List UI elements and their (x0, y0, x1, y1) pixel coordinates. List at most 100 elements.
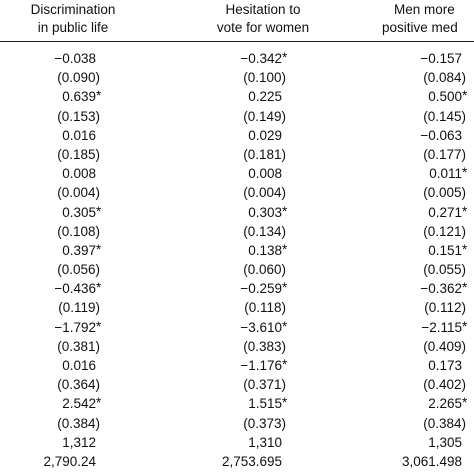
table-cell: 0.138 * (248, 241, 288, 258)
table-cell: −3.610 * (240, 318, 288, 335)
table-cell: (0.004) (243, 185, 286, 201)
table-row: 0.016 0.029 −0.063 (0, 126, 474, 145)
column-header-1-line2: in public life (37, 20, 109, 35)
table-cell: 0.011 * (429, 165, 468, 182)
column-header-3: Men more positive med (380, 1, 474, 37)
table-header: Discrimination in public life Hesitation… (0, 0, 474, 40)
table-cell: −1.792 * (54, 318, 102, 335)
column-header-1-line1: Discrimination (30, 2, 116, 17)
table-cell: (0.177) (423, 146, 466, 162)
table-cell: 0.303 * (248, 203, 288, 220)
table-cell: (0.090) (57, 70, 100, 86)
table-cell: (0.185) (57, 146, 100, 162)
table-cell: 0.016 (62, 127, 96, 143)
table-row: (0.119) (0.118) (0.112) (0, 298, 474, 317)
table-row: 2.542 * 1.515 * 2.265 * (0, 394, 474, 413)
table-cell: 1,310 (248, 434, 282, 450)
table-cell: (0.364) (57, 377, 100, 393)
table-cell: −0.362 * (420, 280, 468, 297)
table-row: (0.381) (0.383) (0.409) (0, 337, 474, 356)
table-cell: 2,790.24 (43, 453, 96, 469)
table-row: 0.397 * 0.138 * 0.151 * (0, 241, 474, 260)
column-header-2: Hesitation to vote for women (198, 1, 328, 37)
table-cell: 0.008 (62, 166, 96, 182)
table-row: (0.364) (0.371) (0.402) (0, 375, 474, 394)
table-cell: (0.373) (243, 415, 286, 431)
table-body: −0.038 −0.342 * −0.157 (0.090) (0.100) (0.084)… (0, 49, 474, 471)
table-cell: 1,305 (428, 434, 462, 450)
table-row: 0.639 * 0.225 0.500 * (0, 87, 474, 106)
table-row: (0.108) (0.134) (0.121) (0, 222, 474, 241)
table-cell: 0.305 * (62, 203, 102, 220)
table-cell: (0.181) (243, 146, 286, 162)
table-cell: −0.038 (54, 51, 96, 66)
table-cell: (0.004) (57, 185, 100, 201)
table-cell: −0.259 * (240, 280, 288, 297)
header-rule (0, 41, 474, 42)
table-cell: −0.063 (420, 127, 462, 143)
column-header-1: Discrimination in public life (8, 1, 138, 37)
table-cell: (0.371) (243, 377, 286, 393)
table-cell: (0.384) (57, 415, 100, 431)
table-cell: 2,753.695 (221, 453, 282, 469)
table-row: 1,312 1,310 1,305 (0, 433, 474, 452)
table-cell: (0.384) (423, 415, 466, 431)
table-cell: 0.500 * (428, 88, 468, 105)
table-row: (0.153) (0.149) (0.145) (0, 107, 474, 126)
table-cell: (0.119) (58, 300, 100, 316)
table-row: −0.038 −0.342 * −0.157 (0, 49, 474, 68)
column-header-3-line2: positive med (382, 20, 458, 35)
table-cell: −2.115 * (421, 318, 468, 335)
table-cell: 1,312 (62, 434, 96, 450)
table-cell: (0.402) (423, 377, 466, 393)
column-header-2-line2: vote for women (216, 20, 310, 35)
table-cell: (0.145) (423, 108, 466, 124)
table-cell: (0.084) (423, 70, 466, 86)
table-cell: (0.055) (423, 262, 466, 278)
table-cell: (0.409) (423, 338, 466, 354)
table-cell: 0.029 (248, 127, 282, 143)
table-cell: (0.118) (244, 300, 286, 316)
table-cell: −0.342 * (240, 50, 288, 66)
table-cell: (0.112) (424, 300, 466, 316)
table-cell: (0.121) (423, 223, 466, 239)
table-cell: 1.515 * (248, 395, 288, 412)
table-cell: (0.056) (57, 262, 100, 278)
table-cell: 0.016 (62, 358, 96, 373)
table-cell: 0.008 (248, 166, 282, 182)
table-row: (0.056) (0.060) (0.055) (0, 260, 474, 279)
table-row: 0.016 −1.176 * 0.173 (0, 356, 474, 375)
table-row: (0.384) (0.373) (0.384) (0, 414, 474, 433)
table-row: 0.305 * 0.303 * 0.271 * (0, 203, 474, 222)
table-cell: 2.542 * (62, 395, 102, 412)
table-cell: −0.436 * (54, 280, 102, 297)
table-cell: (0.100) (243, 70, 286, 86)
column-header-3-line1: Men more (394, 2, 455, 17)
table-row: −1.792 * −3.610 * −2.115 * (0, 318, 474, 337)
table-row: 2,790.24 2,753.695 3,061.498 (0, 452, 474, 471)
table-cell: (0.005) (423, 185, 466, 201)
table-cell: (0.383) (243, 338, 286, 354)
table-cell: (0.149) (243, 108, 286, 124)
table-cell: −1.176 * (240, 357, 288, 373)
column-header-2-line1: Hesitation to (225, 2, 301, 17)
table-cell: 0.225 (248, 89, 282, 105)
table-cell: 0.271 * (428, 203, 468, 220)
table-cell: (0.108) (57, 223, 100, 239)
table-row: 0.008 0.008 0.011 * (0, 164, 474, 183)
table-cell: 0.151 * (428, 241, 468, 258)
table-cell: 2.265 * (428, 395, 468, 412)
table-row: (0.004) (0.004) (0.005) (0, 183, 474, 202)
table-cell: (0.153) (57, 108, 100, 124)
table-row: (0.090) (0.100) (0.084) (0, 68, 474, 87)
table-cell: 3,061.498 (401, 453, 462, 469)
table-cell: 0.397 * (62, 241, 102, 258)
table-cell: 0.639 * (62, 88, 102, 105)
table-cell: (0.134) (243, 223, 286, 239)
table-cell: −0.157 (420, 51, 462, 66)
table-cell: (0.060) (243, 262, 286, 278)
table-cell: (0.381) (57, 338, 100, 354)
table-cell: 0.173 (428, 358, 462, 373)
table-row: (0.185) (0.181) (0.177) (0, 145, 474, 164)
